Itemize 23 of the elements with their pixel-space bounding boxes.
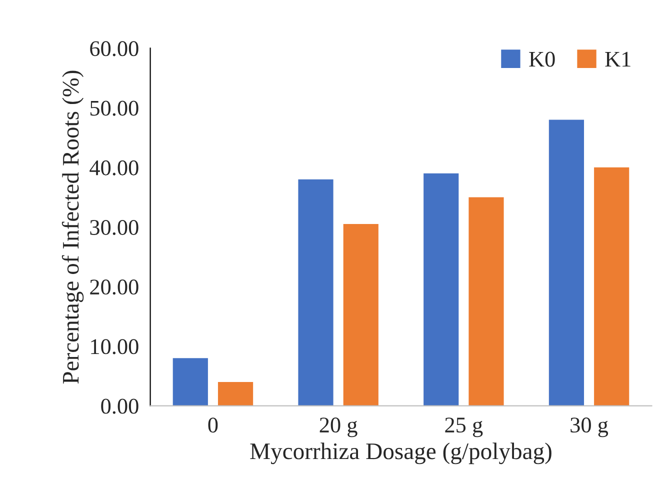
x-tick-label: 25 g xyxy=(445,418,483,438)
y-tick-label: 20.00 xyxy=(90,280,138,295)
bar xyxy=(424,173,459,406)
bar xyxy=(172,358,208,406)
bar xyxy=(468,197,504,406)
y-tick-label: 10.00 xyxy=(91,339,138,354)
y-tick-label: 60.00 xyxy=(90,41,138,56)
y-tick-label: 0.00 xyxy=(101,398,138,414)
x-axis-title: Mycorrhiza Dosage (g/polybag) xyxy=(250,442,552,464)
bar xyxy=(343,224,378,406)
x-tick-label: 0 xyxy=(208,418,218,433)
y-tick-label: 30.00 xyxy=(90,220,138,236)
y-tick-label: 50.00 xyxy=(90,100,138,116)
bar xyxy=(218,382,254,406)
bar xyxy=(594,167,630,406)
bar xyxy=(548,120,584,406)
y-tick-label: 40.00 xyxy=(90,160,138,176)
bar xyxy=(298,179,334,406)
legend-label: K1 xyxy=(605,52,630,67)
x-tick-label: 30 g xyxy=(570,418,608,438)
legend-label: K0 xyxy=(529,52,555,67)
x-tick-label: 20 g xyxy=(320,418,358,438)
y-axis-title: Percentage of Infected Roots (%) xyxy=(62,70,84,384)
